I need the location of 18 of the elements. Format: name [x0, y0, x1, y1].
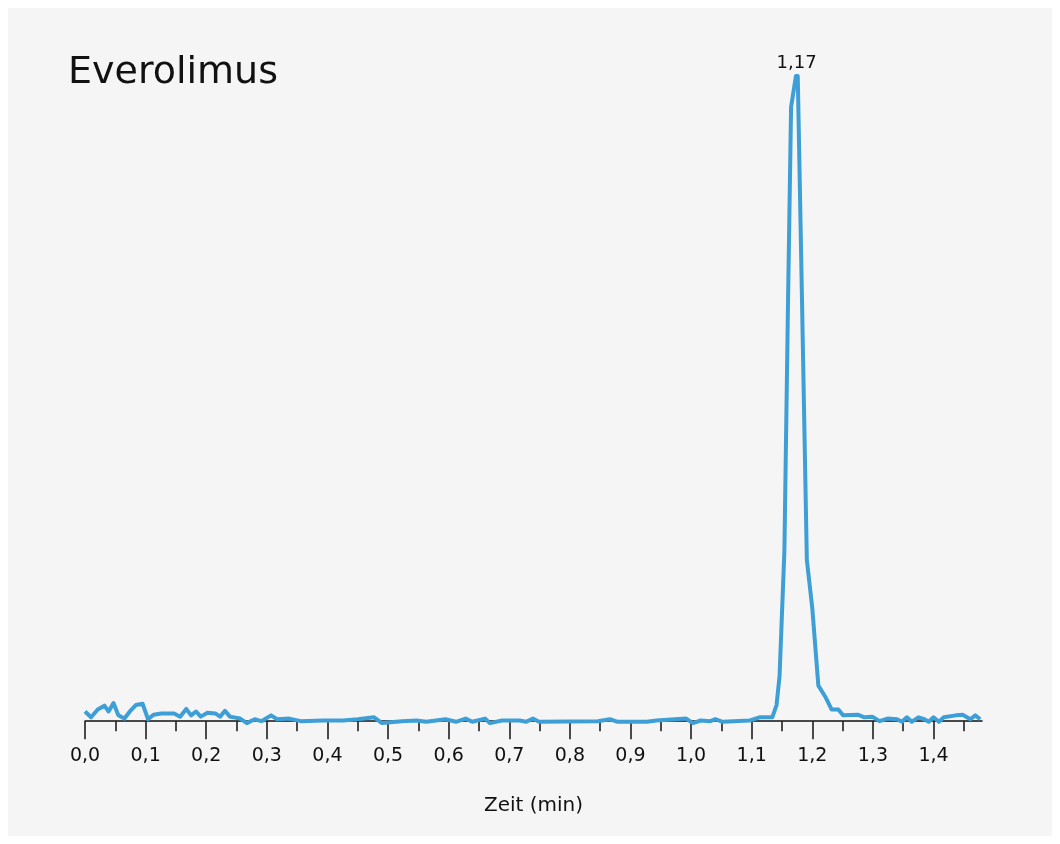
x-tick-label: 0,5: [372, 742, 404, 765]
x-tick-label: 1,4: [918, 742, 949, 765]
x-tick-label: 1,3: [857, 742, 889, 765]
x-tick-label: 1,2: [797, 742, 828, 765]
x-tick-label: 0,6: [433, 742, 464, 765]
x-tick-label: 1,1: [736, 742, 767, 765]
x-tick-label: 0,2: [191, 742, 222, 765]
x-tick-label: 0,1: [130, 742, 161, 765]
x-axis-title: Zeit (min): [483, 792, 584, 816]
x-tick-label: 0,9: [615, 742, 646, 765]
x-tick-label: 0,4: [312, 742, 343, 765]
x-tick-label: 1,0: [675, 742, 707, 765]
annotation: 1,17: [776, 50, 817, 72]
x-tick-label: 0,7: [494, 742, 525, 765]
x-tick-label: 0,3: [251, 742, 282, 765]
chart-title: Everolimus: [68, 48, 278, 92]
x-tick-label: 0,8: [554, 742, 585, 765]
x-tick-label: 0,0: [69, 742, 101, 765]
